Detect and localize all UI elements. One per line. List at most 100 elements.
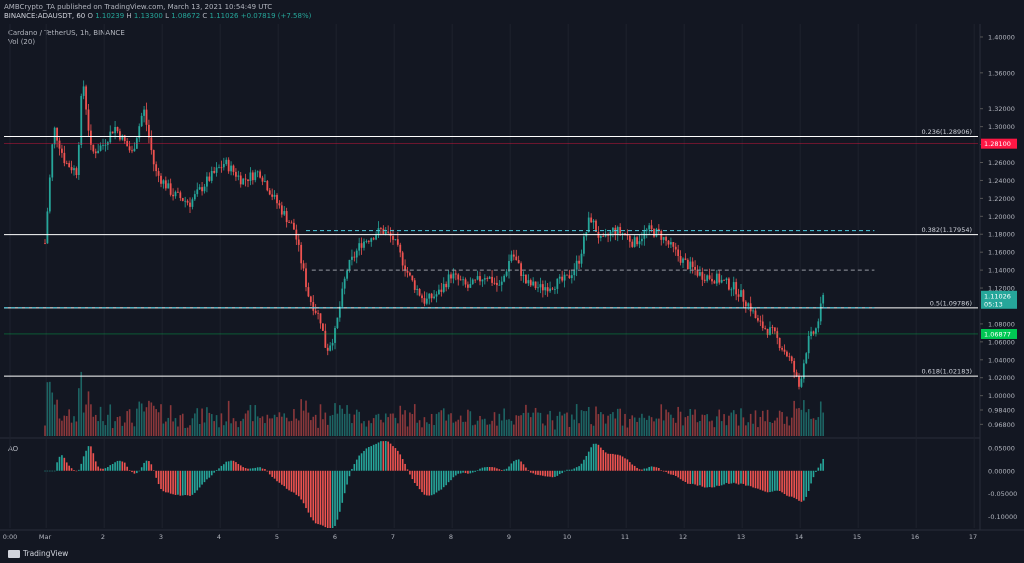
ao-bar bbox=[162, 470, 165, 492]
ao-bar bbox=[435, 470, 438, 493]
volume-bar bbox=[718, 409, 721, 436]
candle-body bbox=[674, 246, 677, 250]
volume-bar bbox=[711, 420, 713, 436]
candle-body bbox=[558, 276, 561, 279]
candle-body bbox=[481, 279, 484, 282]
candle-body bbox=[476, 276, 479, 280]
volume-bar bbox=[600, 412, 602, 436]
volume-bar bbox=[457, 419, 460, 436]
ao-bar bbox=[626, 459, 629, 471]
candle-body bbox=[302, 263, 305, 269]
ao-bar bbox=[143, 462, 145, 471]
candle-body bbox=[462, 279, 464, 281]
ao-bar bbox=[633, 465, 636, 471]
ao-bar bbox=[471, 470, 474, 473]
volume-bar bbox=[409, 412, 411, 436]
ao-bar bbox=[360, 453, 363, 471]
candle-body bbox=[786, 351, 788, 357]
volume-bar bbox=[169, 405, 172, 436]
candle-body bbox=[203, 186, 206, 192]
candle-body bbox=[293, 222, 295, 230]
ao-bar bbox=[73, 470, 75, 471]
candle-body bbox=[82, 86, 85, 96]
candle-body bbox=[322, 323, 324, 331]
volume-bar bbox=[49, 381, 51, 436]
ao-bar bbox=[549, 470, 551, 477]
volume-bar bbox=[119, 416, 121, 436]
volume-bar bbox=[365, 426, 368, 436]
candle-body bbox=[254, 172, 257, 181]
volume-bar bbox=[573, 419, 576, 436]
volume-bar bbox=[571, 414, 573, 436]
candle-body bbox=[283, 211, 286, 215]
ao-bar bbox=[624, 458, 626, 471]
candle-body bbox=[708, 275, 711, 279]
volume-bar bbox=[624, 413, 626, 436]
volume-bar bbox=[491, 420, 493, 436]
candle-body bbox=[677, 249, 680, 257]
volume-bar bbox=[281, 416, 283, 436]
volume-bar bbox=[387, 417, 389, 436]
candle-body bbox=[227, 159, 230, 172]
volume-bar bbox=[674, 422, 677, 436]
volume-bar bbox=[631, 415, 634, 436]
volume-bar bbox=[384, 413, 387, 436]
price-tick-label: 1.04000 bbox=[988, 356, 1015, 364]
volume-bar bbox=[104, 425, 107, 436]
candle-body bbox=[138, 126, 141, 139]
volume-bar bbox=[346, 405, 348, 436]
ao-bar bbox=[346, 470, 348, 485]
volume-bar bbox=[213, 421, 215, 436]
candle-body bbox=[636, 237, 638, 245]
volume-bar bbox=[520, 415, 522, 436]
candle-body bbox=[97, 150, 100, 154]
volume-bar bbox=[75, 421, 78, 436]
volume-bar bbox=[752, 423, 754, 436]
ao-bar bbox=[682, 470, 684, 481]
volume-bar bbox=[585, 411, 588, 436]
volume-bar bbox=[522, 412, 525, 436]
ao-bar bbox=[571, 469, 573, 471]
ao-bar bbox=[648, 467, 650, 471]
volume-bar bbox=[351, 423, 353, 436]
candle-body bbox=[486, 278, 489, 279]
volume-bar bbox=[484, 418, 486, 436]
candle-body bbox=[259, 171, 261, 178]
candle-body bbox=[672, 242, 675, 247]
ao-bar bbox=[546, 470, 549, 477]
candle-body bbox=[143, 109, 145, 116]
candle-body bbox=[718, 273, 721, 283]
ao-bar bbox=[807, 470, 810, 491]
volume-bar bbox=[85, 404, 87, 436]
ao-bar bbox=[650, 466, 653, 471]
candle-body bbox=[508, 260, 510, 272]
ao-bar bbox=[534, 470, 537, 475]
candle-body bbox=[119, 131, 121, 140]
candle-body bbox=[297, 239, 300, 245]
ao-bar bbox=[264, 469, 266, 471]
ao-bar bbox=[312, 470, 315, 521]
volume-bar bbox=[397, 423, 399, 436]
ao-bar bbox=[123, 462, 126, 471]
candle-body bbox=[590, 217, 593, 223]
candle-body bbox=[307, 287, 310, 297]
volume-bar bbox=[73, 416, 75, 436]
candle-body bbox=[537, 287, 539, 289]
ao-bar bbox=[674, 470, 677, 476]
candle-body bbox=[433, 296, 435, 299]
candle-body bbox=[517, 260, 520, 264]
candle-body bbox=[177, 191, 179, 193]
volume-bar bbox=[790, 417, 793, 436]
volume-bar bbox=[363, 421, 365, 436]
candle-body bbox=[218, 167, 220, 169]
volume-bar bbox=[353, 414, 356, 436]
volume-bar bbox=[126, 411, 128, 436]
candle-body bbox=[445, 283, 448, 288]
volume-bar bbox=[394, 417, 397, 436]
volume-bar bbox=[619, 408, 621, 436]
ao-bar bbox=[397, 450, 399, 471]
volume-bar bbox=[319, 404, 322, 436]
candle-body bbox=[210, 170, 213, 181]
candle-body bbox=[662, 236, 665, 240]
